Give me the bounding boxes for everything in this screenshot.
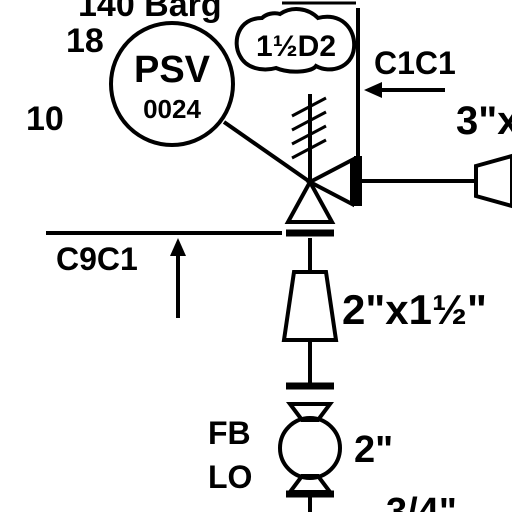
ball-valve-fb-lo xyxy=(278,402,342,494)
pressure-label: 140 Barg xyxy=(78,0,222,24)
psv-instrument-bubble: PSV 0024 xyxy=(109,21,235,147)
size-3in-label: 3"x xyxy=(456,99,512,143)
psv-valve-body xyxy=(284,94,354,224)
tag-number-18: 18 xyxy=(66,22,104,60)
reducer-size-label: 2"x1½" xyxy=(342,286,487,333)
valve-size-label: 2" xyxy=(354,429,393,471)
valve-lo-label: LO xyxy=(208,459,252,495)
valve-fb-label: FB xyxy=(208,415,251,451)
tag-number-10: 10 xyxy=(26,100,64,138)
psv-tag-label: PSV xyxy=(134,49,211,91)
bottom-size-label: 3/4" xyxy=(386,491,457,512)
psv-number-label: 0024 xyxy=(143,94,201,124)
psv-leader-line xyxy=(222,120,312,184)
outlet-reducer xyxy=(474,153,512,209)
flow-arrow-c9c1 xyxy=(170,238,186,318)
line-size-label: 1½D2 xyxy=(256,30,336,63)
line-c1c1-label: C1C1 xyxy=(374,45,456,81)
line-c9c1-label: C9C1 xyxy=(56,241,138,277)
flow-arrow-c1c1 xyxy=(364,82,445,98)
reducer-2x1-5 xyxy=(281,270,339,342)
line-size-bubble: 1½D2 xyxy=(234,7,357,74)
